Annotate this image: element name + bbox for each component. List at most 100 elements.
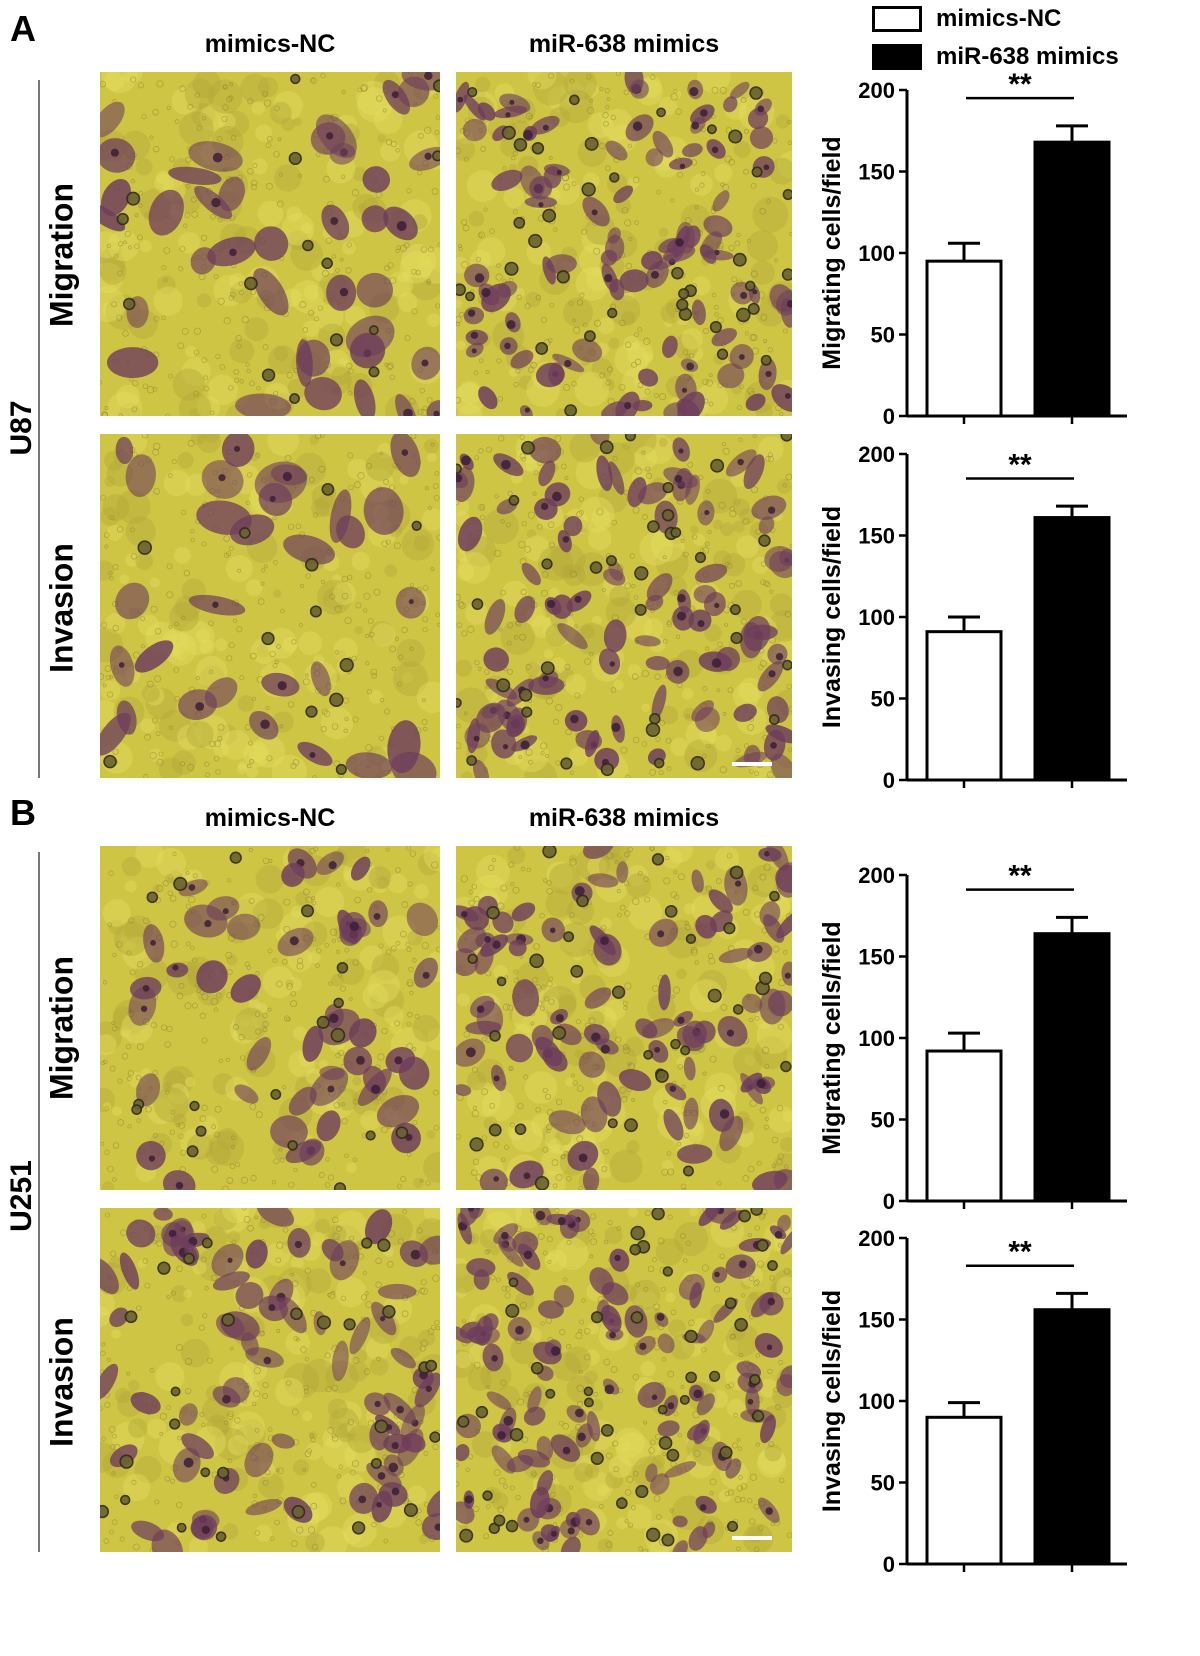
membrane-pore (269, 650, 276, 658)
membrane-pore (201, 1037, 208, 1044)
cell-nucleus (433, 410, 440, 416)
membrane-pore (706, 743, 711, 749)
membrane-pore (394, 1020, 401, 1027)
membrane-pore (109, 1444, 116, 1451)
pore-ring (685, 1371, 697, 1384)
membrane-pore (562, 183, 571, 191)
membrane-pore (588, 651, 594, 657)
micrograph-texture (100, 72, 440, 416)
pore-ring (560, 757, 573, 770)
background-patch (736, 535, 759, 559)
membrane-pore (364, 633, 370, 639)
cell-nucleus (467, 309, 476, 317)
membrane-pore (319, 434, 326, 438)
membrane-pore (348, 996, 353, 1001)
cell-nucleus (358, 1495, 367, 1504)
membrane-pore (435, 612, 440, 618)
background-patch (256, 1002, 268, 1014)
membrane-pore (159, 1412, 168, 1421)
membrane-pore (513, 381, 519, 388)
membrane-pore (787, 140, 792, 145)
pore-ring (489, 1030, 501, 1042)
membrane-pore (708, 373, 713, 377)
membrane-pore (325, 1156, 330, 1162)
micrograph-u251-migration-nc (100, 846, 440, 1190)
membrane-pore (742, 908, 750, 916)
membrane-pore (406, 946, 412, 953)
background-patch (456, 340, 466, 351)
membrane-pore (586, 106, 594, 114)
membrane-pore (193, 327, 202, 335)
background-patch (758, 1447, 786, 1475)
background-patch (158, 757, 183, 778)
background-patch (615, 1432, 650, 1467)
cell-nucleus (699, 1504, 707, 1511)
stained-cell (462, 118, 487, 142)
background-patch (158, 709, 192, 742)
background-patch (687, 346, 704, 362)
pore-ring (518, 688, 533, 702)
membrane-pore (572, 1080, 578, 1086)
background-patch (358, 203, 367, 212)
membrane-pore (381, 1028, 388, 1035)
membrane-pore (299, 301, 307, 309)
stained-cell (466, 1258, 496, 1277)
membrane-pore (551, 1159, 559, 1167)
background-patch (342, 241, 356, 255)
membrane-pore (625, 341, 632, 349)
pore-ring (661, 508, 675, 522)
membrane-pore (177, 342, 185, 350)
membrane-pore (237, 568, 242, 573)
background-patch (718, 1489, 732, 1503)
cell-nucleus (677, 593, 686, 603)
membrane-pore (274, 1519, 280, 1526)
cell-nucleus (686, 362, 695, 371)
stained-cell (543, 163, 570, 177)
membrane-pore (255, 971, 260, 976)
stained-cell (478, 386, 498, 410)
membrane-pore (154, 627, 162, 635)
background-patch (389, 1021, 402, 1034)
membrane-pore (252, 163, 258, 169)
membrane-pore (254, 1530, 261, 1536)
membrane-pore (632, 1373, 640, 1381)
background-patch (308, 951, 321, 964)
cell-nucleus (474, 273, 485, 283)
background-patch (252, 898, 284, 930)
membrane-pore (397, 1238, 404, 1245)
background-patch (116, 489, 151, 524)
stained-cell (456, 1443, 470, 1462)
cell-nucleus (535, 1210, 546, 1221)
background-patch (248, 998, 260, 1010)
cell-nucleus (339, 1260, 346, 1267)
background-patch (605, 1470, 624, 1489)
background-patch (226, 954, 238, 966)
membrane-pore (402, 1209, 408, 1214)
membrane-pore (178, 1122, 186, 1129)
membrane-pore (430, 567, 435, 572)
membrane-pore (423, 1450, 429, 1456)
membrane-pore (731, 276, 737, 283)
background-patch (135, 552, 154, 571)
membrane-pore (166, 563, 173, 570)
membrane-pore (590, 1238, 598, 1246)
pore-ring (429, 1431, 440, 1443)
pore-ring (569, 94, 580, 106)
membrane-pore (611, 519, 617, 526)
stained-cell (483, 647, 509, 672)
membrane-pore (426, 278, 431, 283)
stained-cell (696, 1393, 715, 1416)
background-patch (458, 552, 491, 584)
membrane-pore (748, 1275, 755, 1281)
membrane-pore (154, 1499, 160, 1505)
stained-cell (743, 744, 761, 767)
background-patch (564, 674, 587, 696)
background-patch (515, 1291, 535, 1311)
stained-cell (645, 594, 664, 611)
membrane-pore (396, 1183, 402, 1189)
background-patch (222, 1523, 239, 1540)
membrane-pore (747, 1165, 755, 1173)
background-patch (173, 546, 191, 564)
membrane-pore (479, 505, 485, 510)
membrane-pore (382, 108, 387, 113)
